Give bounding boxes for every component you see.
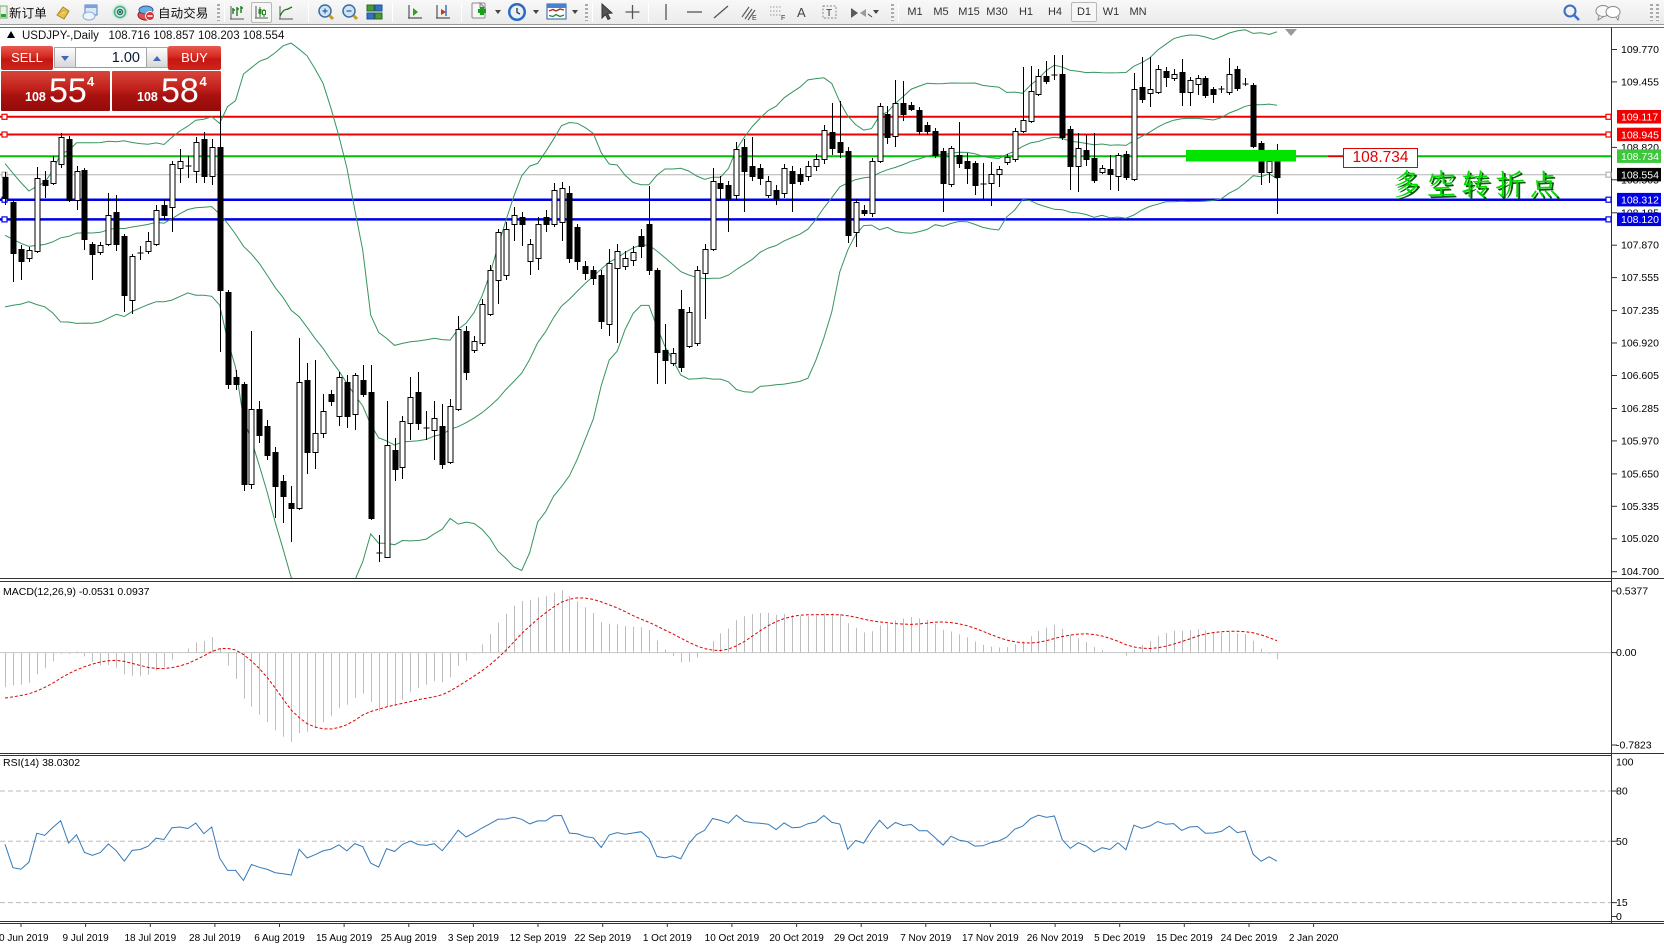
svg-text:0.00: 0.00 bbox=[1616, 647, 1637, 659]
svg-text:15 Dec 2019: 15 Dec 2019 bbox=[1156, 933, 1213, 944]
svg-text:10 Oct 2019: 10 Oct 2019 bbox=[705, 933, 760, 944]
svg-text:24 Dec 2019: 24 Dec 2019 bbox=[1221, 933, 1278, 944]
svg-text:107.235: 107.235 bbox=[1621, 305, 1659, 317]
svg-text:F: F bbox=[781, 15, 785, 22]
svg-text:E: E bbox=[752, 15, 757, 22]
svg-text:0: 0 bbox=[1616, 911, 1622, 923]
svg-text:26 Nov 2019: 26 Nov 2019 bbox=[1027, 933, 1084, 944]
svg-text:1 Oct 2019: 1 Oct 2019 bbox=[643, 933, 692, 944]
svg-text:108.734: 108.734 bbox=[1621, 151, 1659, 163]
svg-text:104.700: 104.700 bbox=[1621, 566, 1659, 578]
svg-text:12 Sep 2019: 12 Sep 2019 bbox=[510, 933, 567, 944]
svg-text:-0.7823: -0.7823 bbox=[1616, 740, 1652, 752]
svg-text:18 Jul 2019: 18 Jul 2019 bbox=[124, 933, 176, 944]
svg-text:106.285: 106.285 bbox=[1621, 403, 1659, 415]
svg-text:MACD(12,26,9) -0.0531 0.0937: MACD(12,26,9) -0.0531 0.0937 bbox=[3, 586, 150, 598]
svg-text:3 Sep 2019: 3 Sep 2019 bbox=[448, 933, 500, 944]
svg-text:6 Aug 2019: 6 Aug 2019 bbox=[254, 933, 305, 944]
svg-text:5 Dec 2019: 5 Dec 2019 bbox=[1094, 933, 1146, 944]
svg-text:108.312: 108.312 bbox=[1621, 195, 1659, 207]
svg-text:106.920: 106.920 bbox=[1621, 338, 1659, 350]
svg-text:9 Jul 2019: 9 Jul 2019 bbox=[63, 933, 110, 944]
svg-text:108.554: 108.554 bbox=[1621, 170, 1659, 182]
svg-text:2 Jan 2020: 2 Jan 2020 bbox=[1289, 933, 1339, 944]
svg-text:108.120: 108.120 bbox=[1621, 214, 1659, 226]
svg-text:15 Aug 2019: 15 Aug 2019 bbox=[316, 933, 373, 944]
svg-text:105.335: 105.335 bbox=[1621, 501, 1659, 513]
svg-text:109.117: 109.117 bbox=[1621, 112, 1658, 124]
svg-text:7 Nov 2019: 7 Nov 2019 bbox=[900, 933, 952, 944]
svg-text:28 Jul 2019: 28 Jul 2019 bbox=[189, 933, 241, 944]
svg-text:109.770: 109.770 bbox=[1621, 44, 1659, 56]
svg-text:80: 80 bbox=[1616, 786, 1628, 798]
svg-text:20 Oct 2019: 20 Oct 2019 bbox=[769, 933, 824, 944]
svg-text:100: 100 bbox=[1616, 757, 1634, 769]
svg-text:15: 15 bbox=[1616, 897, 1628, 909]
svg-text:106.605: 106.605 bbox=[1621, 370, 1659, 382]
svg-text:RSI(14) 38.0302: RSI(14) 38.0302 bbox=[3, 757, 80, 769]
svg-text:107.870: 107.870 bbox=[1621, 240, 1659, 252]
svg-text:T: T bbox=[826, 8, 832, 19]
svg-text:105.650: 105.650 bbox=[1621, 468, 1659, 480]
svg-text:22 Sep 2019: 22 Sep 2019 bbox=[574, 933, 631, 944]
svg-text:105.970: 105.970 bbox=[1621, 435, 1659, 447]
svg-text:0.5377: 0.5377 bbox=[1616, 586, 1648, 598]
svg-text:29 Oct 2019: 29 Oct 2019 bbox=[834, 933, 889, 944]
svg-text:50: 50 bbox=[1616, 836, 1628, 848]
svg-text:30 Jun 2019: 30 Jun 2019 bbox=[0, 933, 49, 944]
svg-text:108.945: 108.945 bbox=[1621, 129, 1659, 141]
svg-text:17 Nov 2019: 17 Nov 2019 bbox=[962, 933, 1019, 944]
svg-text:107.555: 107.555 bbox=[1621, 272, 1659, 284]
svg-text:105.020: 105.020 bbox=[1621, 533, 1659, 545]
svg-text:25 Aug 2019: 25 Aug 2019 bbox=[381, 933, 438, 944]
svg-text:109.455: 109.455 bbox=[1621, 76, 1659, 88]
